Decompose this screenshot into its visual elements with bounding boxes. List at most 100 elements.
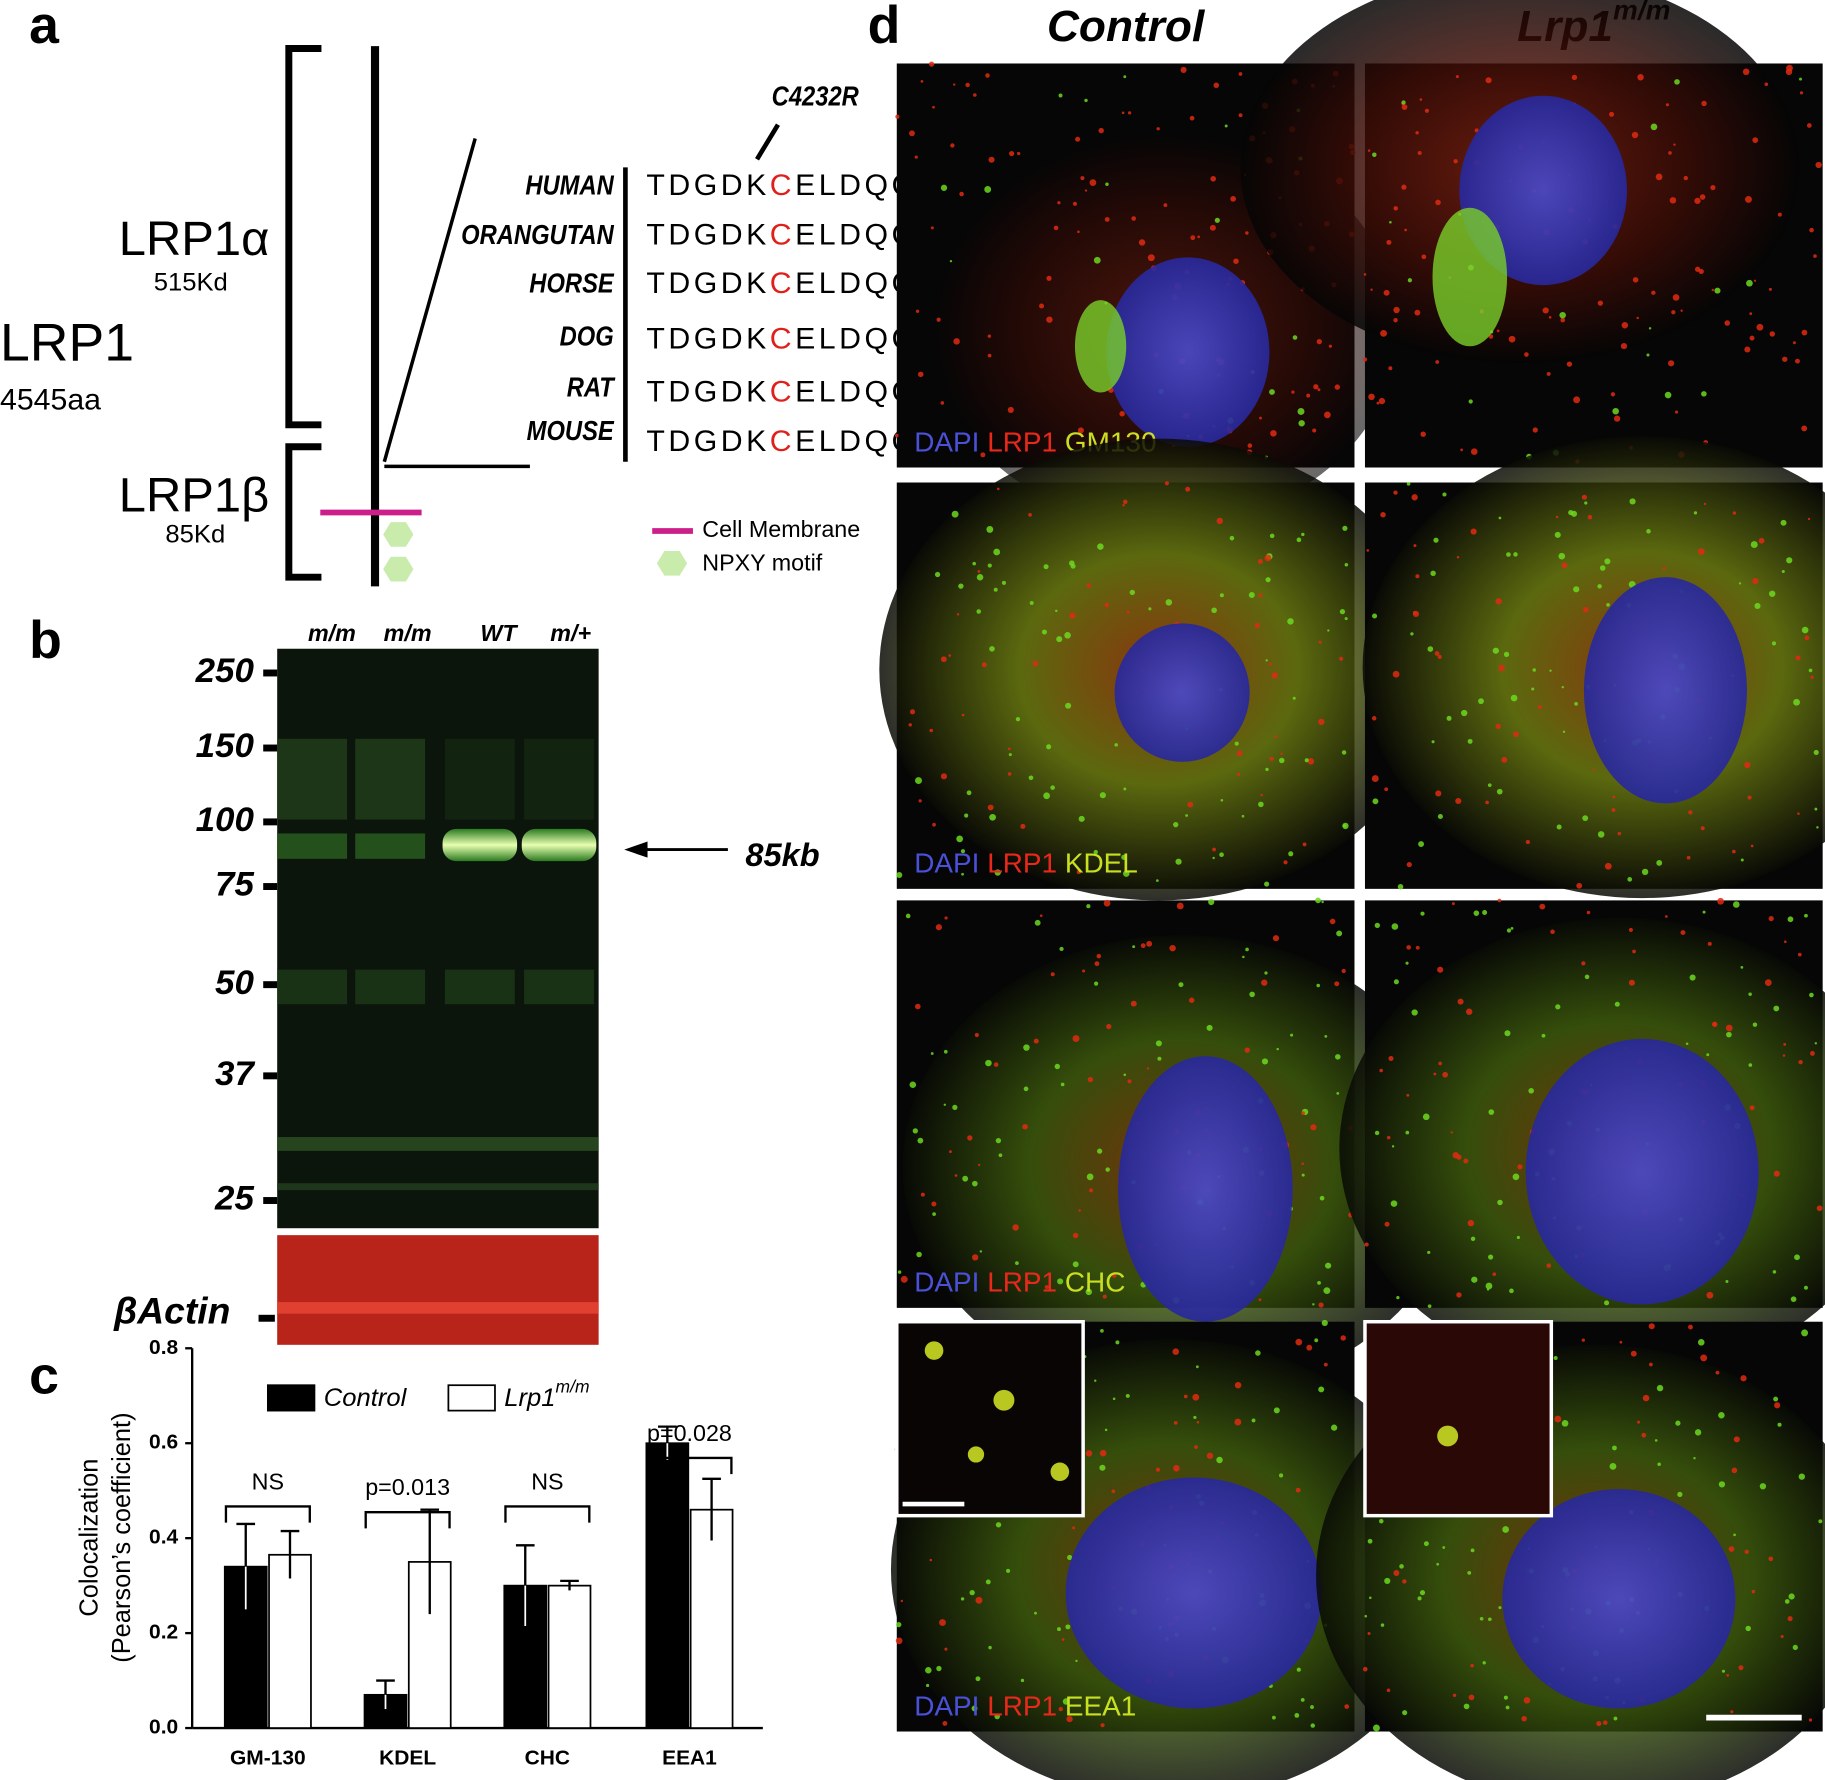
speckle — [1138, 239, 1146, 246]
speckle — [1273, 1407, 1280, 1414]
speckle — [1560, 317, 1566, 323]
speckle — [1376, 401, 1380, 405]
blot-edge — [277, 1137, 599, 1151]
speckle — [1457, 998, 1464, 1005]
speckle — [1324, 1035, 1328, 1038]
blot-smear — [277, 738, 348, 820]
speckle — [1642, 1394, 1650, 1402]
speckle — [1193, 1415, 1197, 1420]
speckle — [1726, 1031, 1732, 1038]
marker-label: 100 — [196, 801, 254, 839]
speckle — [1384, 787, 1389, 792]
speckle — [1636, 1420, 1641, 1424]
speckle — [1553, 1356, 1558, 1360]
speckle — [1406, 862, 1412, 868]
speckle — [1057, 201, 1061, 205]
speckle — [1367, 1538, 1373, 1544]
speckle — [1405, 1130, 1410, 1135]
speckle — [1087, 1076, 1094, 1083]
speckle — [1646, 529, 1651, 534]
speckle — [1609, 111, 1615, 117]
speckle — [1022, 1123, 1028, 1130]
speckle — [1312, 1303, 1315, 1306]
speckle — [961, 872, 964, 876]
speckle — [1192, 1393, 1200, 1401]
error-bar — [702, 1477, 721, 1541]
speckle — [1749, 312, 1753, 316]
speckle — [1069, 612, 1076, 619]
channel-gap — [1057, 848, 1065, 879]
speckle — [1674, 79, 1680, 85]
speckle — [1261, 1058, 1269, 1065]
speckle — [1773, 1005, 1780, 1012]
speckle — [1100, 1329, 1104, 1333]
speckle — [1655, 173, 1663, 181]
domain-label: LRP1β — [119, 469, 269, 523]
speckle — [1561, 562, 1568, 569]
speckle — [1559, 311, 1566, 319]
speckle — [1334, 384, 1340, 390]
speckle — [1259, 416, 1262, 420]
speckle — [1596, 1721, 1602, 1727]
speckle — [1752, 137, 1759, 143]
speckle — [1573, 396, 1581, 404]
sequence-after: ELDQC — [795, 219, 917, 252]
speckle — [1750, 844, 1754, 848]
speckle — [1792, 1644, 1798, 1651]
speckle — [989, 646, 995, 652]
speckle — [1028, 775, 1034, 781]
speckle — [1372, 798, 1379, 805]
speckle — [1318, 640, 1322, 644]
speckle — [1675, 1420, 1681, 1426]
speckle — [1816, 1205, 1823, 1212]
speckle — [1364, 1614, 1368, 1618]
speckle — [1190, 235, 1196, 241]
speckle — [1075, 136, 1081, 142]
speckle — [929, 1558, 933, 1562]
speckle — [1470, 448, 1478, 455]
speckle — [1433, 1072, 1437, 1076]
speckle — [1321, 1319, 1328, 1327]
speckle — [1651, 290, 1656, 295]
speckle — [1164, 481, 1169, 486]
speckle — [981, 662, 987, 668]
inset-spot — [1437, 1425, 1459, 1447]
speckle — [1319, 1195, 1325, 1201]
speckle — [1555, 515, 1559, 519]
speckle — [1799, 91, 1804, 95]
speckle — [1402, 1579, 1407, 1584]
speckle — [1229, 535, 1235, 541]
speckle — [1029, 600, 1034, 605]
speckle — [1513, 731, 1519, 738]
speckle — [988, 156, 995, 163]
speckle — [1339, 609, 1346, 615]
speckle — [1212, 847, 1216, 852]
speckle — [1386, 239, 1392, 245]
speckle — [1318, 718, 1325, 726]
speckle — [1264, 971, 1268, 975]
speckle — [1089, 1188, 1094, 1193]
speckle — [1531, 687, 1535, 691]
x-tick-label: EEA1 — [662, 1747, 717, 1770]
speckle — [1546, 371, 1551, 376]
speckle — [1732, 511, 1737, 515]
speckle — [1700, 1354, 1708, 1362]
speckle — [1777, 1422, 1782, 1427]
speckle — [1677, 1491, 1683, 1498]
bar — [547, 1584, 592, 1729]
speckle — [1072, 201, 1078, 206]
speckle — [1211, 607, 1217, 614]
speckle — [1102, 1294, 1107, 1299]
speckle — [1783, 1042, 1787, 1046]
speckle — [1362, 357, 1368, 362]
speckle — [1318, 1386, 1325, 1393]
speckle — [940, 184, 948, 191]
channel-name: LRP1 — [987, 427, 1057, 458]
speckle — [1055, 609, 1058, 613]
speckle — [1130, 1000, 1137, 1007]
speckle — [1306, 393, 1311, 398]
speckle — [936, 317, 941, 322]
speckle — [1175, 858, 1182, 865]
speckle — [975, 1676, 981, 1682]
speckle — [1648, 1323, 1655, 1330]
